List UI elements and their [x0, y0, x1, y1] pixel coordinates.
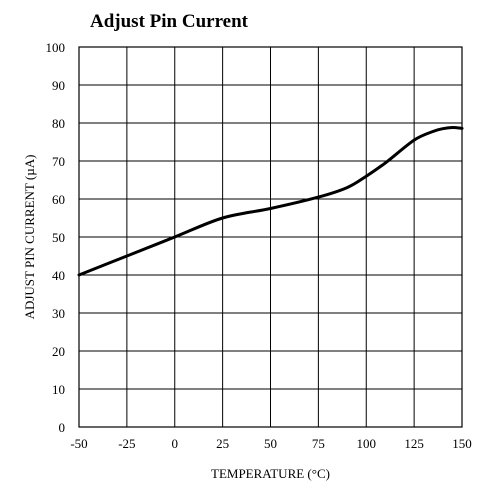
x-tick-label: 100: [357, 436, 377, 451]
x-tick-label: -25: [118, 436, 135, 451]
y-tick-label: 100: [46, 40, 66, 55]
y-tick-label: 90: [52, 78, 65, 93]
x-tick-label: 125: [404, 436, 424, 451]
x-tick-label: 150: [452, 436, 472, 451]
y-tick-label: 80: [52, 116, 65, 131]
x-axis-label: TEMPERATURE (°C): [211, 466, 330, 481]
series-layer: [77, 126, 464, 277]
y-tick-label: 0: [59, 420, 66, 435]
y-tick-label: 60: [52, 192, 65, 207]
x-tick-label: 75: [312, 436, 325, 451]
y-tick-label: 10: [52, 382, 65, 397]
x-tick-label: 25: [216, 436, 229, 451]
y-tick-label: 50: [52, 230, 65, 245]
y-tick-label: 30: [52, 306, 65, 321]
chart-title: Adjust Pin Current: [90, 11, 249, 32]
x-tick-label: -50: [70, 436, 87, 451]
grid: [78, 46, 463, 428]
y-tick-label: 20: [52, 344, 65, 359]
y-tick-label: 40: [52, 268, 65, 283]
x-axis-ticks: -50 -25 0 25 50 75 100 125 150: [70, 436, 471, 451]
x-tick-label: 50: [264, 436, 277, 451]
y-axis-label: ADJUST PIN CURRENT (µA): [22, 155, 37, 320]
plot-area-frame: [78, 46, 463, 428]
series-line: [77, 126, 464, 277]
x-tick-label: 0: [172, 436, 179, 451]
y-tick-label: 70: [52, 154, 65, 169]
y-axis-ticks: 0 10 20 30 40 50 60 70 80 90 100: [46, 40, 66, 435]
